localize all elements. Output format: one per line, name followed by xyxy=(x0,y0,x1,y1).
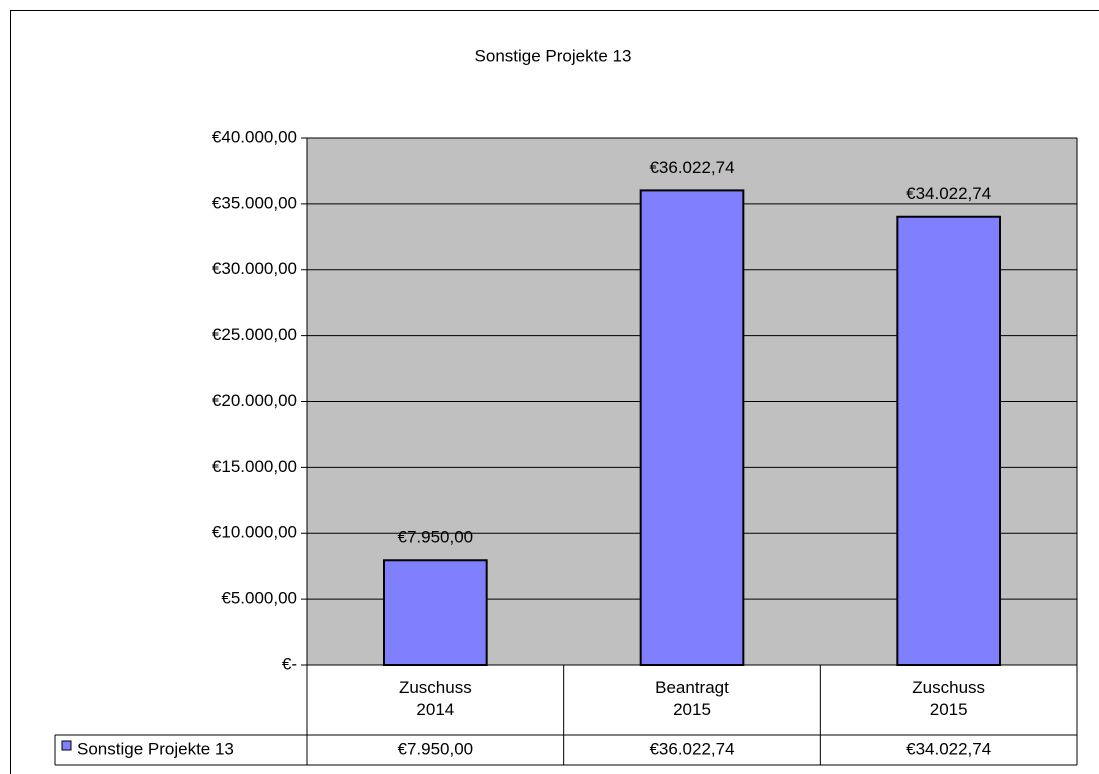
x-tick-label-line: Zuschuss xyxy=(912,678,985,697)
y-tick-label: €40.000,00 xyxy=(212,127,297,146)
x-tick-label: Beantragt 2015 xyxy=(655,678,729,719)
x-tick-label: Zuschuss 2015 xyxy=(912,678,985,719)
bar xyxy=(896,215,1001,666)
x-tick-label-line: 2014 xyxy=(416,700,454,719)
x-tick-label-line: Beantragt xyxy=(655,678,729,697)
legend-label: Sonstige Projekte 13 xyxy=(77,739,234,758)
x-tick-label-line: Zuschuss xyxy=(399,678,472,697)
y-tick-label: €10.000,00 xyxy=(212,523,297,542)
bar xyxy=(639,189,745,667)
x-tick-label-line: 2015 xyxy=(930,700,968,719)
legend-swatch xyxy=(61,740,72,751)
value-label: €36.022,74 xyxy=(649,158,734,177)
x-tick-label: Zuschuss 2014 xyxy=(399,678,472,719)
chart-title: Sonstige Projekte 13 xyxy=(475,46,632,65)
bar xyxy=(383,559,488,666)
y-tick-label: €20.000,00 xyxy=(212,391,297,410)
y-tick-label: €- xyxy=(282,654,297,673)
table-value: €36.022,74 xyxy=(649,739,734,758)
value-label: €7.950,00 xyxy=(398,528,474,547)
y-tick-label: €15.000,00 xyxy=(212,457,297,476)
y-tick-label: €25.000,00 xyxy=(212,325,297,344)
y-tick-label: €5.000,00 xyxy=(221,589,297,608)
y-tick-label: €35.000,00 xyxy=(212,193,297,212)
value-label: €34.022,74 xyxy=(906,184,991,203)
table-value: €34.022,74 xyxy=(906,739,991,758)
x-tick-label-line: 2015 xyxy=(673,700,711,719)
y-tick-label: €30.000,00 xyxy=(212,259,297,278)
table-value: €7.950,00 xyxy=(398,739,474,758)
